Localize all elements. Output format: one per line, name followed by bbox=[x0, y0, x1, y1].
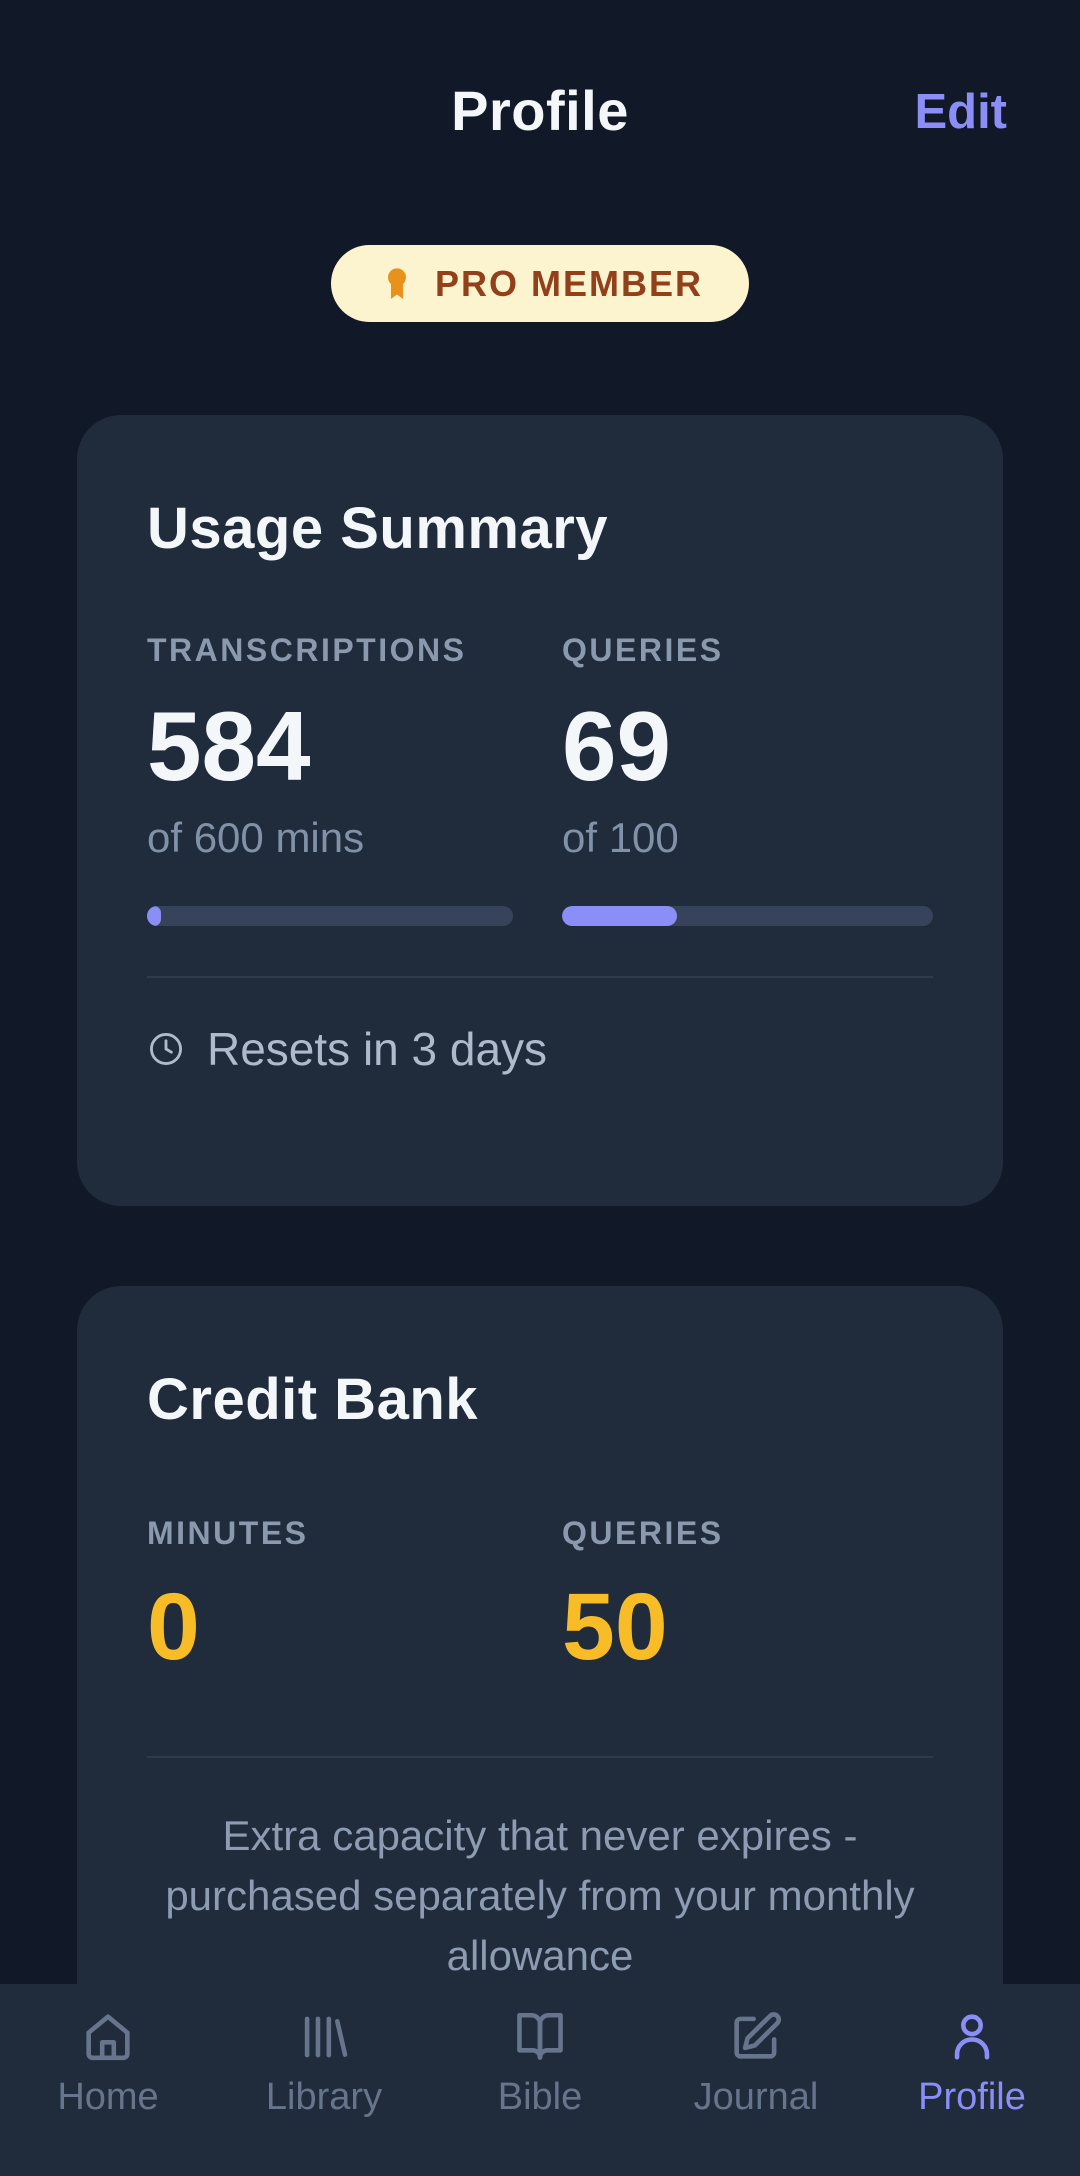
page-title: Profile bbox=[451, 79, 629, 142]
queries-label: QUERIES bbox=[562, 632, 724, 668]
transcriptions-value: 584 bbox=[147, 691, 311, 801]
medal-icon bbox=[377, 264, 417, 304]
nav-item-library[interactable]: Library bbox=[216, 1984, 432, 2176]
minutes-value: 0 bbox=[147, 1574, 200, 1680]
credit-stats-grid: MINUTES 0 QUERIES 50 bbox=[147, 1515, 933, 1678]
credit-queries-label: QUERIES bbox=[562, 1515, 724, 1551]
credit-bank-card: Credit Bank MINUTES 0 QUERIES 50 Extra c… bbox=[77, 1286, 1003, 2046]
credit-divider bbox=[147, 1755, 933, 1758]
queries-stat: QUERIES 69 of 100 bbox=[562, 632, 933, 926]
usage-summary-card: Usage Summary TRANSCRIPTIONS 584 of 600 … bbox=[77, 415, 1003, 1206]
queries-progress-fill bbox=[562, 905, 677, 926]
nav-item-journal[interactable]: Journal bbox=[648, 1984, 864, 2176]
clock-icon bbox=[147, 1030, 185, 1068]
pro-member-badge: PRO MEMBER bbox=[330, 245, 750, 322]
nav-label-library: Library bbox=[265, 2076, 383, 2118]
pro-member-label: PRO MEMBER bbox=[434, 262, 704, 304]
bottom-nav: Home Library Bible bbox=[0, 1984, 1080, 2176]
nav-label-journal: Journal bbox=[693, 2076, 819, 2118]
minutes-stat: MINUTES 0 bbox=[147, 1515, 513, 1678]
usage-divider bbox=[147, 975, 933, 978]
nav-label-home: Home bbox=[57, 2076, 159, 2118]
edit-button[interactable]: Edit bbox=[914, 85, 1007, 139]
transcriptions-quota: of 600 mins bbox=[147, 813, 365, 861]
credit-queries-stat: QUERIES 50 bbox=[562, 1515, 933, 1678]
queries-quota: of 100 bbox=[562, 813, 679, 861]
resets-text: Resets in 3 days bbox=[207, 1022, 548, 1075]
library-icon bbox=[295, 2008, 353, 2066]
nav-item-bible[interactable]: Bible bbox=[432, 1984, 648, 2176]
transcriptions-progress-track bbox=[147, 905, 513, 926]
nav-label-bible: Bible bbox=[497, 2076, 583, 2118]
nav-item-profile[interactable]: Profile bbox=[864, 1984, 1080, 2176]
profile-icon bbox=[943, 2008, 1001, 2066]
transcriptions-progress-fill bbox=[147, 905, 161, 926]
nav-label-profile: Profile bbox=[918, 2076, 1026, 2118]
credit-queries-value: 50 bbox=[562, 1574, 668, 1680]
bible-icon bbox=[511, 2008, 569, 2066]
credit-description: Extra capacity that never expires - purc… bbox=[165, 1811, 915, 1979]
usage-stats-grid: TRANSCRIPTIONS 584 of 600 mins QUERIES 6… bbox=[147, 632, 933, 926]
queries-progress-track bbox=[562, 905, 933, 926]
home-icon bbox=[79, 2008, 137, 2066]
resets-row: Resets in 3 days bbox=[147, 1022, 933, 1076]
usage-summary-title: Usage Summary bbox=[147, 496, 609, 561]
minutes-label: MINUTES bbox=[147, 1515, 309, 1551]
transcriptions-label: TRANSCRIPTIONS bbox=[147, 632, 467, 668]
nav-item-home[interactable]: Home bbox=[0, 1984, 216, 2176]
credit-bank-title: Credit Bank bbox=[147, 1367, 479, 1432]
journal-icon bbox=[727, 2008, 785, 2066]
transcriptions-stat: TRANSCRIPTIONS 584 of 600 mins bbox=[147, 632, 513, 926]
queries-value: 69 bbox=[562, 691, 672, 801]
